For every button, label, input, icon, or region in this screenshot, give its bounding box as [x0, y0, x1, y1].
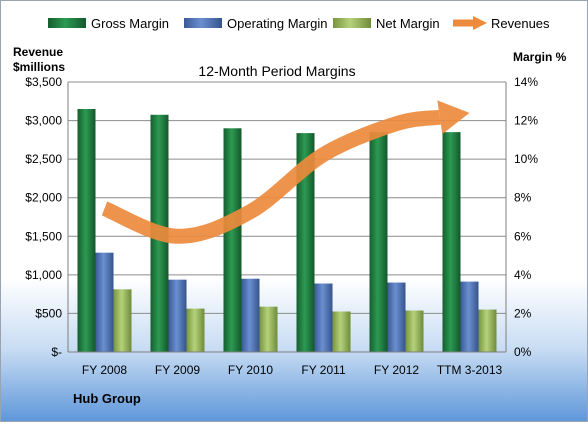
left-tick-labels: $- $500 $1,000 $1,500 $2,000 $2,500 $3,000 $3,5… [25, 75, 62, 359]
bar-gross-margin [77, 109, 96, 352]
left-axis-label-line2: $millions [13, 60, 65, 74]
left-tick-label: $1,000 [25, 268, 62, 282]
revenues-series [101, 100, 470, 244]
left-tick-label: $3,000 [25, 114, 62, 128]
bar-gross-margin [223, 128, 242, 352]
right-tick-label: 12% [514, 114, 538, 128]
category-label: FY 2008 [82, 363, 127, 377]
right-axis-label: Margin % [513, 50, 567, 64]
left-tick-label: $500 [35, 306, 62, 320]
axes [67, 82, 507, 353]
legend-swatch-net-margin [333, 18, 371, 28]
revenues-arrowhead [437, 100, 470, 135]
bar-operating-margin [387, 282, 406, 352]
category-labels: FY 2008 FY 2009 FY 2010 FY 2011 FY 2012 TTM 3… [82, 363, 503, 377]
legend-label-operating-margin: Operating Margin [227, 16, 327, 31]
right-tick-label: 0% [514, 345, 532, 359]
bar-operating-margin [168, 279, 187, 352]
left-tick-label: $2,000 [25, 191, 62, 205]
right-tick-label: 4% [514, 268, 532, 282]
right-tick-label: 14% [514, 75, 538, 89]
category-label: FY 2010 [228, 363, 273, 377]
category-label: FY 2011 [301, 363, 346, 377]
footer-label: Hub Group [73, 391, 141, 406]
bar-net-margin [259, 306, 278, 352]
right-tick-label: 8% [514, 191, 532, 205]
category-label: FY 2012 [374, 363, 419, 377]
left-axis-label-line1: Revenue [13, 45, 63, 59]
bar-net-margin [186, 308, 205, 352]
bar-gross-margin [369, 132, 388, 352]
bar-operating-margin [241, 278, 260, 352]
bar-gross-margin [442, 132, 461, 352]
bar-gross-margin [296, 133, 315, 352]
legend-label-net-margin: Net Margin [376, 16, 440, 31]
right-tick-label: 10% [514, 152, 538, 166]
category-label: TTM 3-2013 [437, 363, 503, 377]
bar-net-margin [113, 289, 132, 352]
legend-swatch-gross-margin [48, 18, 86, 28]
bar-net-margin [332, 311, 351, 352]
legend: Gross Margin Operating Margin Net Margin… [48, 16, 550, 31]
right-tick-label: 2% [514, 306, 532, 320]
bar-operating-margin [95, 252, 114, 352]
right-tick-labels: 0% 2% 4% 6% 8% 10% 12% 14% [514, 75, 538, 359]
left-tick-label: $1,500 [25, 229, 62, 243]
bar-net-margin [405, 310, 424, 352]
bars [77, 109, 497, 353]
bar-net-margin [478, 309, 497, 352]
bar-operating-margin [314, 283, 333, 352]
legend-swatch-revenues [453, 16, 487, 30]
bar-operating-margin [460, 281, 479, 352]
legend-swatch-operating-margin [184, 18, 222, 28]
right-tick-label: 6% [514, 229, 532, 243]
legend-label-revenues: Revenues [491, 16, 550, 31]
left-tick-label: $2,500 [25, 152, 62, 166]
chart-title: 12-Month Period Margins [198, 63, 355, 79]
revenues-line [101, 109, 441, 244]
gridlines [68, 81, 506, 314]
category-label: FY 2009 [155, 363, 200, 377]
legend-label-gross-margin: Gross Margin [91, 16, 169, 31]
left-tick-label: $3,500 [25, 75, 62, 89]
left-tick-label: $- [51, 345, 62, 359]
